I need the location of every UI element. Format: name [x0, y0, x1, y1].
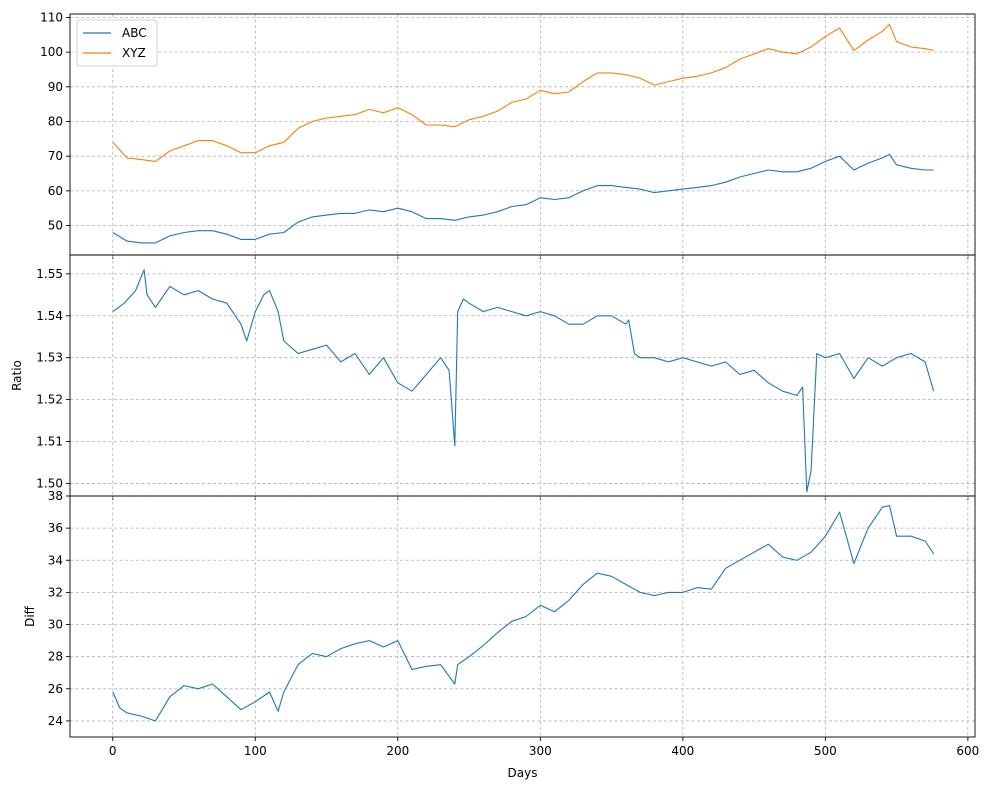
y-tick-label: 100 — [40, 45, 63, 59]
y-tick-label: 1.52 — [36, 393, 63, 407]
y-tick-label: 1.54 — [36, 309, 63, 323]
y-tick-label: 26 — [48, 682, 63, 696]
x-tick-label: 100 — [244, 744, 267, 758]
y-axis-label: Diff — [23, 605, 37, 627]
x-tick-label: 0 — [109, 744, 117, 758]
axes-frame — [69, 13, 976, 256]
y-tick-label: 36 — [48, 521, 63, 535]
y-tick-label: 1.55 — [36, 267, 63, 281]
axes-frame — [69, 254, 976, 497]
x-axis-label: Days — [508, 766, 538, 780]
series-line-1 — [112, 269, 935, 493]
y-tick-label: 30 — [48, 618, 63, 632]
y-axis-label: Ratio — [10, 360, 24, 391]
legend-label-xyz: XYZ — [122, 46, 146, 60]
x-tick-label: 500 — [814, 744, 837, 758]
y-tick-label: 28 — [48, 650, 63, 664]
y-tick-label: 38 — [48, 489, 63, 503]
series-line-abc — [112, 153, 934, 244]
y-tick-label: 34 — [48, 553, 63, 567]
legend-label-abc: ABC — [122, 26, 147, 40]
y-tick-label: 80 — [48, 114, 63, 128]
panel-3: 24 26 28 30 32 34 36 38 0 100 200 300 400 500 600 Diff D… — [23, 489, 979, 780]
legend-box — [76, 19, 158, 67]
series-line-1 — [112, 505, 935, 722]
panel-1: 50 60 70 80 90 100 110 ABC XYZ — [40, 10, 976, 259]
y-tick-label: 32 — [48, 585, 63, 599]
axes-frame — [69, 495, 976, 738]
x-tick-label: 600 — [956, 744, 979, 758]
panel-2: 1.50 1.51 1.52 1.53 1.54 1.55 Ratio — [10, 254, 976, 500]
y-tick-label: 90 — [48, 80, 63, 94]
y-tick-label: 24 — [48, 714, 63, 728]
y-tick-label: 60 — [48, 184, 63, 198]
series-line-xyz — [112, 23, 934, 162]
x-tick-label: 200 — [386, 744, 409, 758]
y-tick-label: 50 — [48, 219, 63, 233]
x-tick-label: 400 — [671, 744, 694, 758]
legend: ABC XYZ — [76, 19, 158, 67]
y-tick-label: 110 — [40, 10, 63, 24]
x-tick-label: 300 — [529, 744, 552, 758]
y-tick-label: 70 — [48, 149, 63, 163]
y-tick-label: 1.51 — [36, 435, 63, 449]
y-tick-label: 1.53 — [36, 351, 63, 365]
y-tick-label: 1.50 — [36, 476, 63, 490]
